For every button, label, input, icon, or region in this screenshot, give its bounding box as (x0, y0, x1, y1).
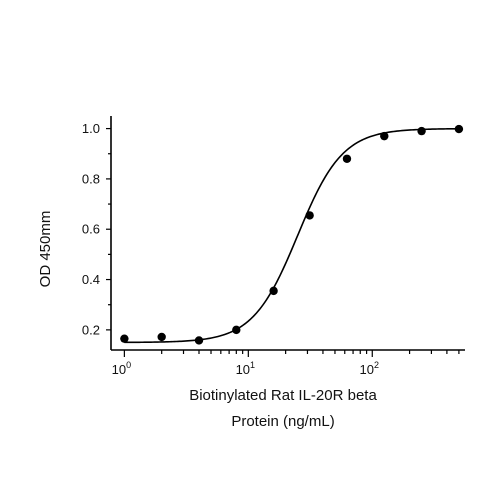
y-tick-label: 0.2 (82, 322, 100, 337)
data-points (120, 124, 464, 345)
x-axis-label-line-1: Biotinylated Rat IL-20R beta (189, 387, 377, 404)
axis-labels: Biotinylated Rat IL-20R beta Protein (ng/… (37, 211, 377, 430)
y-tick-label: 1.0 (82, 121, 100, 136)
x-tick-label: 101 (236, 360, 255, 377)
fit-curve-layer (124, 127, 459, 344)
x-tick-label: 102 (360, 360, 379, 377)
x-tick-label: 100 (112, 360, 131, 377)
data-point (305, 211, 314, 220)
data-point (232, 325, 241, 335)
x-axis-label-line-2: Protein (ng/mL) (231, 413, 334, 430)
axes: 0.2 0.4 0.6 0.8 1.0 100 101 102 (82, 116, 465, 377)
y-tick-label: 0.6 (82, 222, 100, 237)
fit-curve (124, 127, 459, 344)
data-point (417, 126, 426, 136)
data-point (120, 334, 129, 343)
data-point (380, 131, 389, 141)
data-point (194, 336, 204, 345)
y-axis-label: OD 450mm (37, 211, 54, 288)
y-tick-label: 0.8 (82, 171, 100, 186)
data-point (157, 332, 166, 342)
data-point (454, 124, 464, 134)
y-tick-label: 0.4 (82, 272, 100, 287)
data-point (269, 286, 278, 296)
data-point (342, 154, 352, 163)
